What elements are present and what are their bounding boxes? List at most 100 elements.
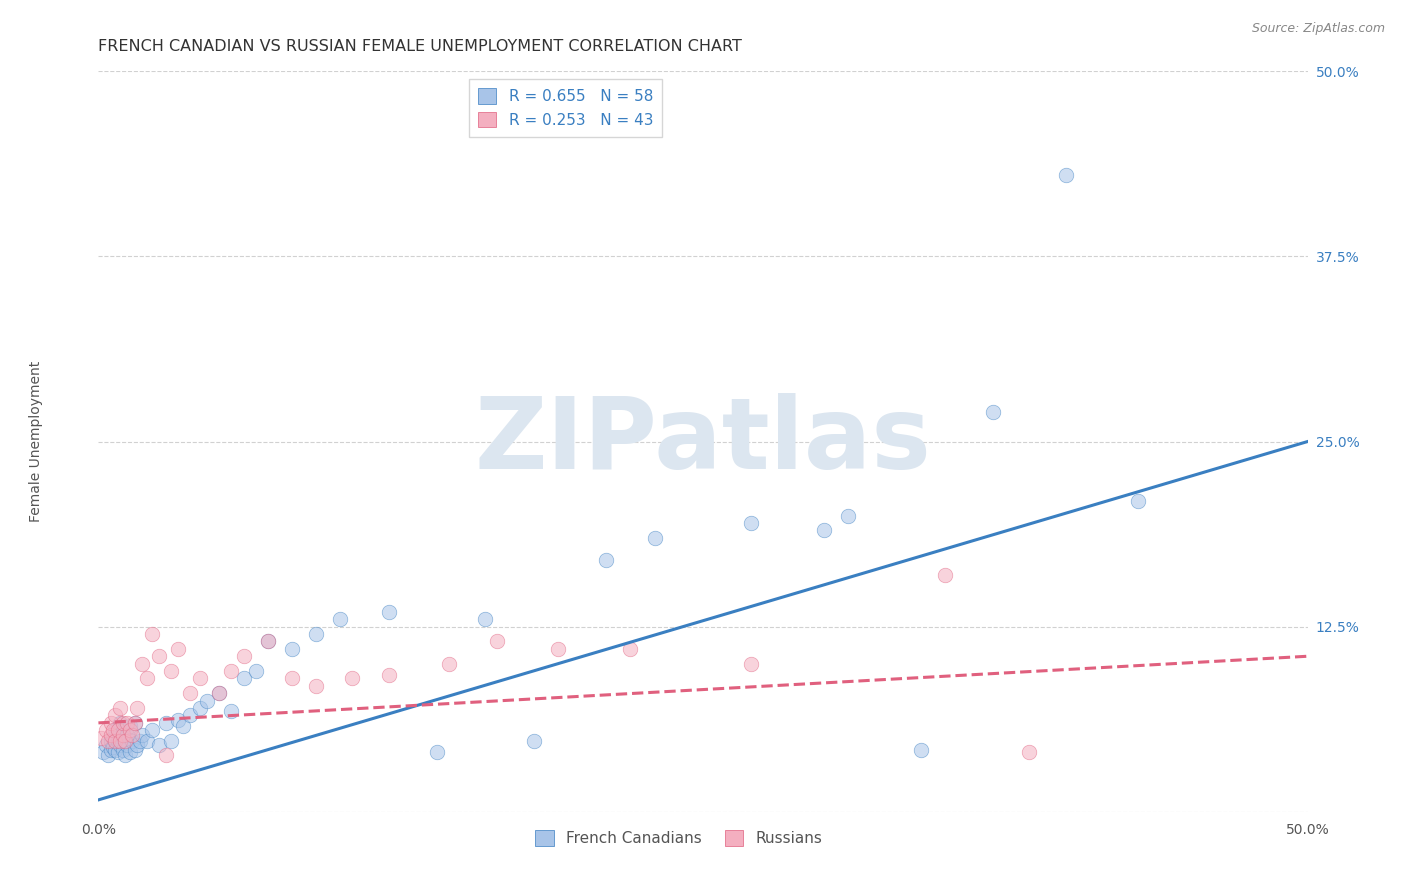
Point — [155, 748, 177, 763]
Point — [141, 723, 163, 738]
Point — [104, 742, 127, 756]
Text: FRENCH CANADIAN VS RUSSIAN FEMALE UNEMPLOYMENT CORRELATION CHART: FRENCH CANADIAN VS RUSSIAN FEMALE UNEMPL… — [98, 38, 742, 54]
Point — [101, 731, 124, 745]
Point — [117, 715, 139, 730]
Point — [128, 733, 150, 747]
Point — [208, 686, 231, 700]
Point — [108, 738, 131, 752]
Point — [910, 742, 932, 756]
Point — [111, 723, 134, 738]
Point — [104, 708, 127, 723]
Y-axis label: Female Unemployment: Female Unemployment — [30, 361, 42, 522]
Point — [111, 728, 134, 742]
Text: Source: ZipAtlas.com: Source: ZipAtlas.com — [1251, 22, 1385, 36]
Point — [644, 531, 666, 545]
Point — [160, 664, 183, 678]
Point — [232, 672, 254, 686]
Point — [437, 657, 460, 671]
Point — [100, 715, 122, 730]
Point — [121, 733, 143, 747]
Point — [97, 733, 120, 747]
Point — [100, 742, 122, 756]
Point — [107, 746, 129, 760]
Point — [547, 641, 569, 656]
Point — [221, 664, 243, 678]
Point — [118, 723, 141, 738]
Point — [94, 738, 117, 752]
Point — [104, 733, 127, 747]
Point — [281, 641, 304, 656]
Point — [740, 516, 762, 530]
Point — [111, 742, 134, 756]
Text: ZIPatlas: ZIPatlas — [475, 393, 931, 490]
Point — [740, 657, 762, 671]
Point — [813, 524, 835, 538]
Point — [100, 733, 122, 747]
Point — [141, 627, 163, 641]
Legend: French Canadians, Russians: French Canadians, Russians — [530, 824, 828, 852]
Point — [1128, 493, 1150, 508]
Point — [474, 612, 496, 626]
Point — [124, 715, 146, 730]
Point — [91, 746, 114, 760]
Point — [148, 738, 170, 752]
Point — [127, 738, 149, 752]
Point — [97, 748, 120, 763]
Point — [104, 723, 127, 738]
Point — [90, 731, 112, 745]
Point — [981, 405, 1004, 419]
Point — [155, 715, 177, 730]
Point — [117, 728, 139, 742]
Point — [179, 708, 201, 723]
Point — [329, 612, 352, 626]
Point — [114, 748, 136, 763]
Point — [305, 627, 328, 641]
Point — [101, 723, 124, 738]
Point — [101, 739, 124, 754]
Point — [114, 733, 136, 747]
Point — [221, 704, 243, 718]
Point — [1018, 746, 1040, 760]
Point — [256, 634, 278, 648]
Point — [148, 649, 170, 664]
Point — [195, 694, 218, 708]
Point — [837, 508, 859, 523]
Point — [118, 719, 141, 733]
Point — [208, 686, 231, 700]
Point — [377, 668, 399, 682]
Point — [121, 728, 143, 742]
Point — [114, 733, 136, 747]
Point — [135, 672, 157, 686]
Point — [94, 723, 117, 738]
Point — [934, 567, 956, 582]
Point — [124, 742, 146, 756]
Point — [124, 715, 146, 730]
Point — [167, 641, 190, 656]
Point — [100, 728, 122, 742]
Point — [245, 664, 267, 678]
Point — [107, 733, 129, 747]
Point — [188, 701, 211, 715]
Point — [305, 679, 328, 693]
Point — [188, 672, 211, 686]
Point — [377, 605, 399, 619]
Point — [117, 738, 139, 752]
Point — [281, 672, 304, 686]
Point — [426, 746, 449, 760]
Point — [135, 733, 157, 747]
Point — [172, 719, 194, 733]
Point — [167, 713, 190, 727]
Point — [127, 701, 149, 715]
Point — [1054, 168, 1077, 182]
Point — [619, 641, 641, 656]
Point — [131, 728, 153, 742]
Point — [160, 733, 183, 747]
Point — [131, 657, 153, 671]
Point — [111, 715, 134, 730]
Point — [486, 634, 509, 648]
Point — [108, 715, 131, 730]
Point — [179, 686, 201, 700]
Point — [108, 701, 131, 715]
Point — [595, 553, 617, 567]
Point — [523, 733, 546, 747]
